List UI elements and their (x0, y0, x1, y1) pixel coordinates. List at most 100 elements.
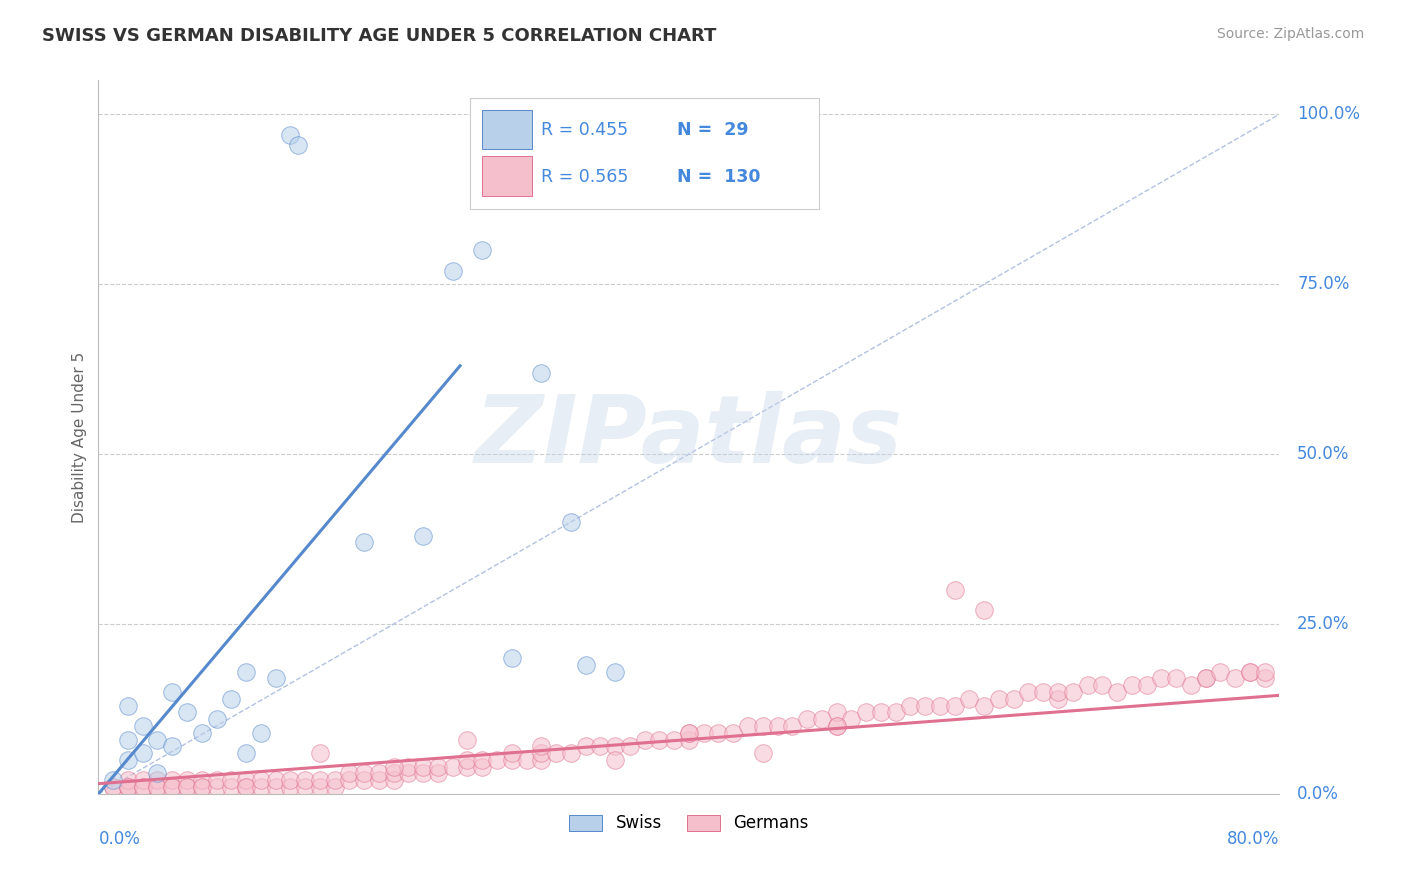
Point (176, 706, 198, 720)
Point (427, 760, 450, 774)
Point (191, 780, 214, 794)
Point (575, 657, 598, 672)
Point (264, 780, 287, 794)
Point (280, 780, 302, 794)
Point (1166, 671, 1188, 685)
Point (501, 651, 523, 665)
Point (368, 773, 391, 788)
Point (1180, 678, 1202, 692)
Point (900, 698, 922, 713)
Point (678, 725, 700, 739)
Point (841, 712, 863, 726)
Point (412, 766, 434, 780)
Point (146, 766, 169, 780)
Point (412, 528, 434, 542)
Text: SWISS VS GERMAN DISABILITY AGE UNDER 5 CORRELATION CHART: SWISS VS GERMAN DISABILITY AGE UNDER 5 C… (42, 27, 717, 45)
Point (398, 760, 420, 774)
Point (988, 691, 1011, 706)
Point (471, 753, 494, 767)
Point (191, 773, 214, 788)
Point (530, 739, 553, 754)
Point (235, 773, 257, 788)
Point (132, 780, 155, 794)
Point (353, 773, 375, 788)
Text: N =  29: N = 29 (678, 121, 748, 139)
Point (1018, 685, 1040, 699)
Point (457, 732, 479, 747)
Point (287, 137, 309, 152)
Legend: Swiss, Germans: Swiss, Germans (562, 808, 815, 839)
Point (309, 746, 332, 760)
Point (973, 603, 995, 617)
Point (162, 739, 183, 754)
Point (1254, 671, 1277, 685)
Point (117, 773, 139, 788)
Point (693, 725, 716, 739)
Point (205, 780, 228, 794)
Point (516, 753, 538, 767)
Point (501, 746, 523, 760)
Point (560, 746, 582, 760)
Point (825, 719, 848, 733)
Point (943, 582, 966, 597)
Point (441, 760, 464, 774)
Point (810, 712, 832, 726)
Point (176, 780, 198, 794)
Point (796, 712, 818, 726)
Point (589, 739, 612, 754)
Point (1150, 671, 1173, 685)
Point (132, 746, 155, 760)
Point (250, 780, 273, 794)
Point (117, 780, 139, 794)
Point (117, 780, 139, 794)
Point (264, 773, 287, 788)
Text: 25.0%: 25.0% (1298, 615, 1350, 633)
Point (191, 780, 214, 794)
Point (1032, 685, 1054, 699)
Point (294, 780, 316, 794)
Point (323, 780, 346, 794)
Point (1225, 671, 1247, 685)
Point (117, 698, 139, 713)
Point (457, 760, 479, 774)
Point (530, 746, 553, 760)
Point (1254, 665, 1277, 679)
Point (117, 780, 139, 794)
Point (1195, 671, 1218, 685)
Point (221, 780, 243, 794)
Point (619, 739, 641, 754)
Point (235, 780, 257, 794)
Point (1239, 665, 1261, 679)
Point (412, 760, 434, 774)
Text: R = 0.565: R = 0.565 (541, 168, 628, 186)
Y-axis label: Disability Age Under 5: Disability Age Under 5 (72, 351, 87, 523)
Point (235, 665, 257, 679)
Point (782, 719, 804, 733)
Point (132, 773, 155, 788)
Point (280, 773, 302, 788)
Point (530, 366, 553, 380)
Point (884, 706, 907, 720)
Text: 75.0%: 75.0% (1298, 275, 1350, 293)
Point (1046, 691, 1070, 706)
Point (855, 706, 877, 720)
Point (441, 263, 464, 277)
Point (221, 773, 243, 788)
Point (605, 739, 627, 754)
Text: 50.0%: 50.0% (1298, 445, 1350, 463)
Point (205, 712, 228, 726)
Point (1239, 665, 1261, 679)
Text: Source: ZipAtlas.com: Source: ZipAtlas.com (1216, 27, 1364, 41)
Point (737, 719, 759, 733)
Point (471, 243, 494, 257)
Point (1077, 678, 1099, 692)
Point (530, 753, 553, 767)
Point (353, 535, 375, 549)
Point (176, 773, 198, 788)
Point (1136, 678, 1159, 692)
Point (280, 128, 302, 142)
Point (146, 780, 169, 794)
Point (103, 780, 125, 794)
Point (1046, 685, 1070, 699)
Point (546, 746, 568, 760)
